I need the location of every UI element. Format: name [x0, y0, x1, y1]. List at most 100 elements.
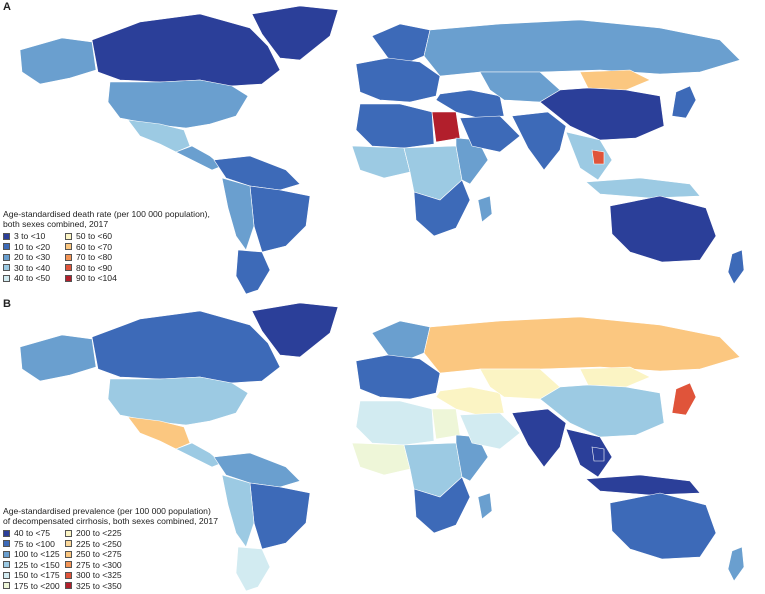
region-new-zealand [727, 249, 745, 285]
region-southeast-asia [565, 428, 613, 478]
region-australia [609, 195, 717, 263]
legend-item: 70 to <80 [65, 252, 135, 263]
legend-item: 200 to <225 [65, 528, 135, 539]
region-canada [91, 310, 281, 384]
region-brazil [249, 185, 311, 253]
region-southern-africa [413, 476, 471, 534]
region-southern-africa [413, 179, 471, 237]
panel-a: A Age-standardised death rate (per 100 0… [3, 1, 745, 295]
legend-label: 175 to <200 [14, 580, 60, 591]
region-argentina [235, 546, 271, 592]
region-north-africa [355, 400, 435, 446]
region-southeast-asia [565, 131, 613, 181]
legend-swatch [3, 264, 10, 272]
legend-item: 20 to <30 [3, 252, 61, 263]
legend-item: 150 to <175 [3, 570, 61, 581]
legend-column: 50 to <60 60 to <70 70 to <80 80 to <90 90 t… [65, 231, 135, 284]
region-cambodia [591, 149, 605, 165]
legend-title: Age-standardised death rate (per 100 000… [3, 209, 223, 229]
legend-swatch [65, 561, 72, 569]
legend-swatch [65, 274, 72, 282]
region-argentina [235, 249, 271, 295]
legend-label: 325 to <350 [76, 580, 122, 591]
legend-column: 40 to <75 75 to <100 100 to <125 125 to <15… [3, 528, 61, 591]
region-greenland [251, 302, 339, 358]
legend-label: 250 to <275 [76, 549, 122, 560]
legend-title: Age-standardised prevalence (per 100 000… [3, 506, 223, 526]
region-egypt [431, 111, 461, 143]
region-mexico [127, 416, 191, 450]
legend-label: 20 to <30 [14, 252, 51, 263]
legend-column: 3 to <10 10 to <20 20 to <30 30 to <40 40 to… [3, 231, 61, 284]
region-usa [107, 79, 249, 129]
region-indonesia [585, 177, 701, 199]
legend-item: 60 to <70 [65, 242, 135, 253]
legend-title-line: Age-standardised prevalence (per 100 000… [3, 506, 211, 516]
legend-label: 3 to <10 [14, 231, 46, 242]
legend-item: 50 to <60 [65, 231, 135, 242]
legend-grid: 40 to <75 75 to <100 100 to <125 125 to <15… [3, 528, 223, 591]
legend-item: 275 to <300 [65, 560, 135, 571]
region-andes [221, 177, 255, 251]
panel-b: B Age-standardised prevalence (per 100 0… [0, 297, 765, 594]
region-india [511, 408, 567, 468]
region-greenland [251, 5, 339, 61]
legend-swatch [3, 582, 10, 590]
region-madagascar [477, 492, 493, 520]
world-map-b [19, 302, 745, 592]
legend-label: 80 to <90 [76, 262, 113, 273]
legend-label: 225 to <250 [76, 538, 122, 549]
legend-title-line: of decompensated cirrhosis, both sexes c… [3, 516, 218, 526]
legend-item: 40 to <50 [3, 273, 61, 284]
region-indonesia [585, 474, 701, 496]
legend-item: 40 to <75 [3, 528, 61, 539]
region-china [539, 87, 665, 141]
region-brazil [249, 482, 311, 550]
legend-swatch [3, 529, 10, 537]
legend-item: 325 to <350 [65, 581, 135, 592]
legend-column: 200 to <225 225 to <250 250 to <275 275 to … [65, 528, 135, 591]
legend-item: 225 to <250 [65, 539, 135, 550]
legend-swatch [65, 550, 72, 558]
legend-item: 300 to <325 [65, 570, 135, 581]
legend-swatch [3, 571, 10, 579]
panel-letter: B [3, 298, 11, 310]
region-japan [671, 85, 697, 119]
legend-swatch [65, 264, 72, 272]
region-scandinavia [371, 23, 431, 65]
legend-swatch [65, 571, 72, 579]
region-alaska [19, 334, 97, 382]
region-new-zealand [727, 546, 745, 582]
legend-label: 60 to <70 [76, 241, 113, 252]
legend-swatch [3, 550, 10, 558]
legend-swatch [65, 253, 72, 261]
world-map-a [19, 5, 745, 295]
legend-swatch [65, 582, 72, 590]
region-south-america-north [213, 155, 301, 191]
legend-swatch [3, 540, 10, 548]
legend-b: Age-standardised prevalence (per 100 000… [3, 506, 223, 591]
legend-swatch [3, 274, 10, 282]
region-europe-west [355, 354, 441, 400]
region-central-america [175, 145, 223, 171]
region-west-africa [351, 442, 411, 476]
region-russia [423, 19, 741, 77]
region-russia [423, 316, 741, 374]
legend-item: 250 to <275 [65, 549, 135, 560]
region-europe-west [355, 57, 441, 103]
legend-label: 200 to <225 [76, 528, 122, 539]
legend-label: 275 to <300 [76, 559, 122, 570]
legend-label: 90 to <104 [76, 273, 117, 284]
legend-item: 100 to <125 [3, 549, 61, 560]
legend-item: 30 to <40 [3, 263, 61, 274]
legend-label: 75 to <100 [14, 538, 55, 549]
legend-swatch [65, 243, 72, 251]
region-central-america [175, 442, 223, 468]
legend-item: 80 to <90 [65, 263, 135, 274]
region-south-america-north [213, 452, 301, 488]
legend-swatch [65, 232, 72, 240]
legend-swatch [3, 232, 10, 240]
region-mongolia [579, 366, 651, 388]
legend-swatch [3, 561, 10, 569]
panel-letter: A [3, 1, 11, 13]
